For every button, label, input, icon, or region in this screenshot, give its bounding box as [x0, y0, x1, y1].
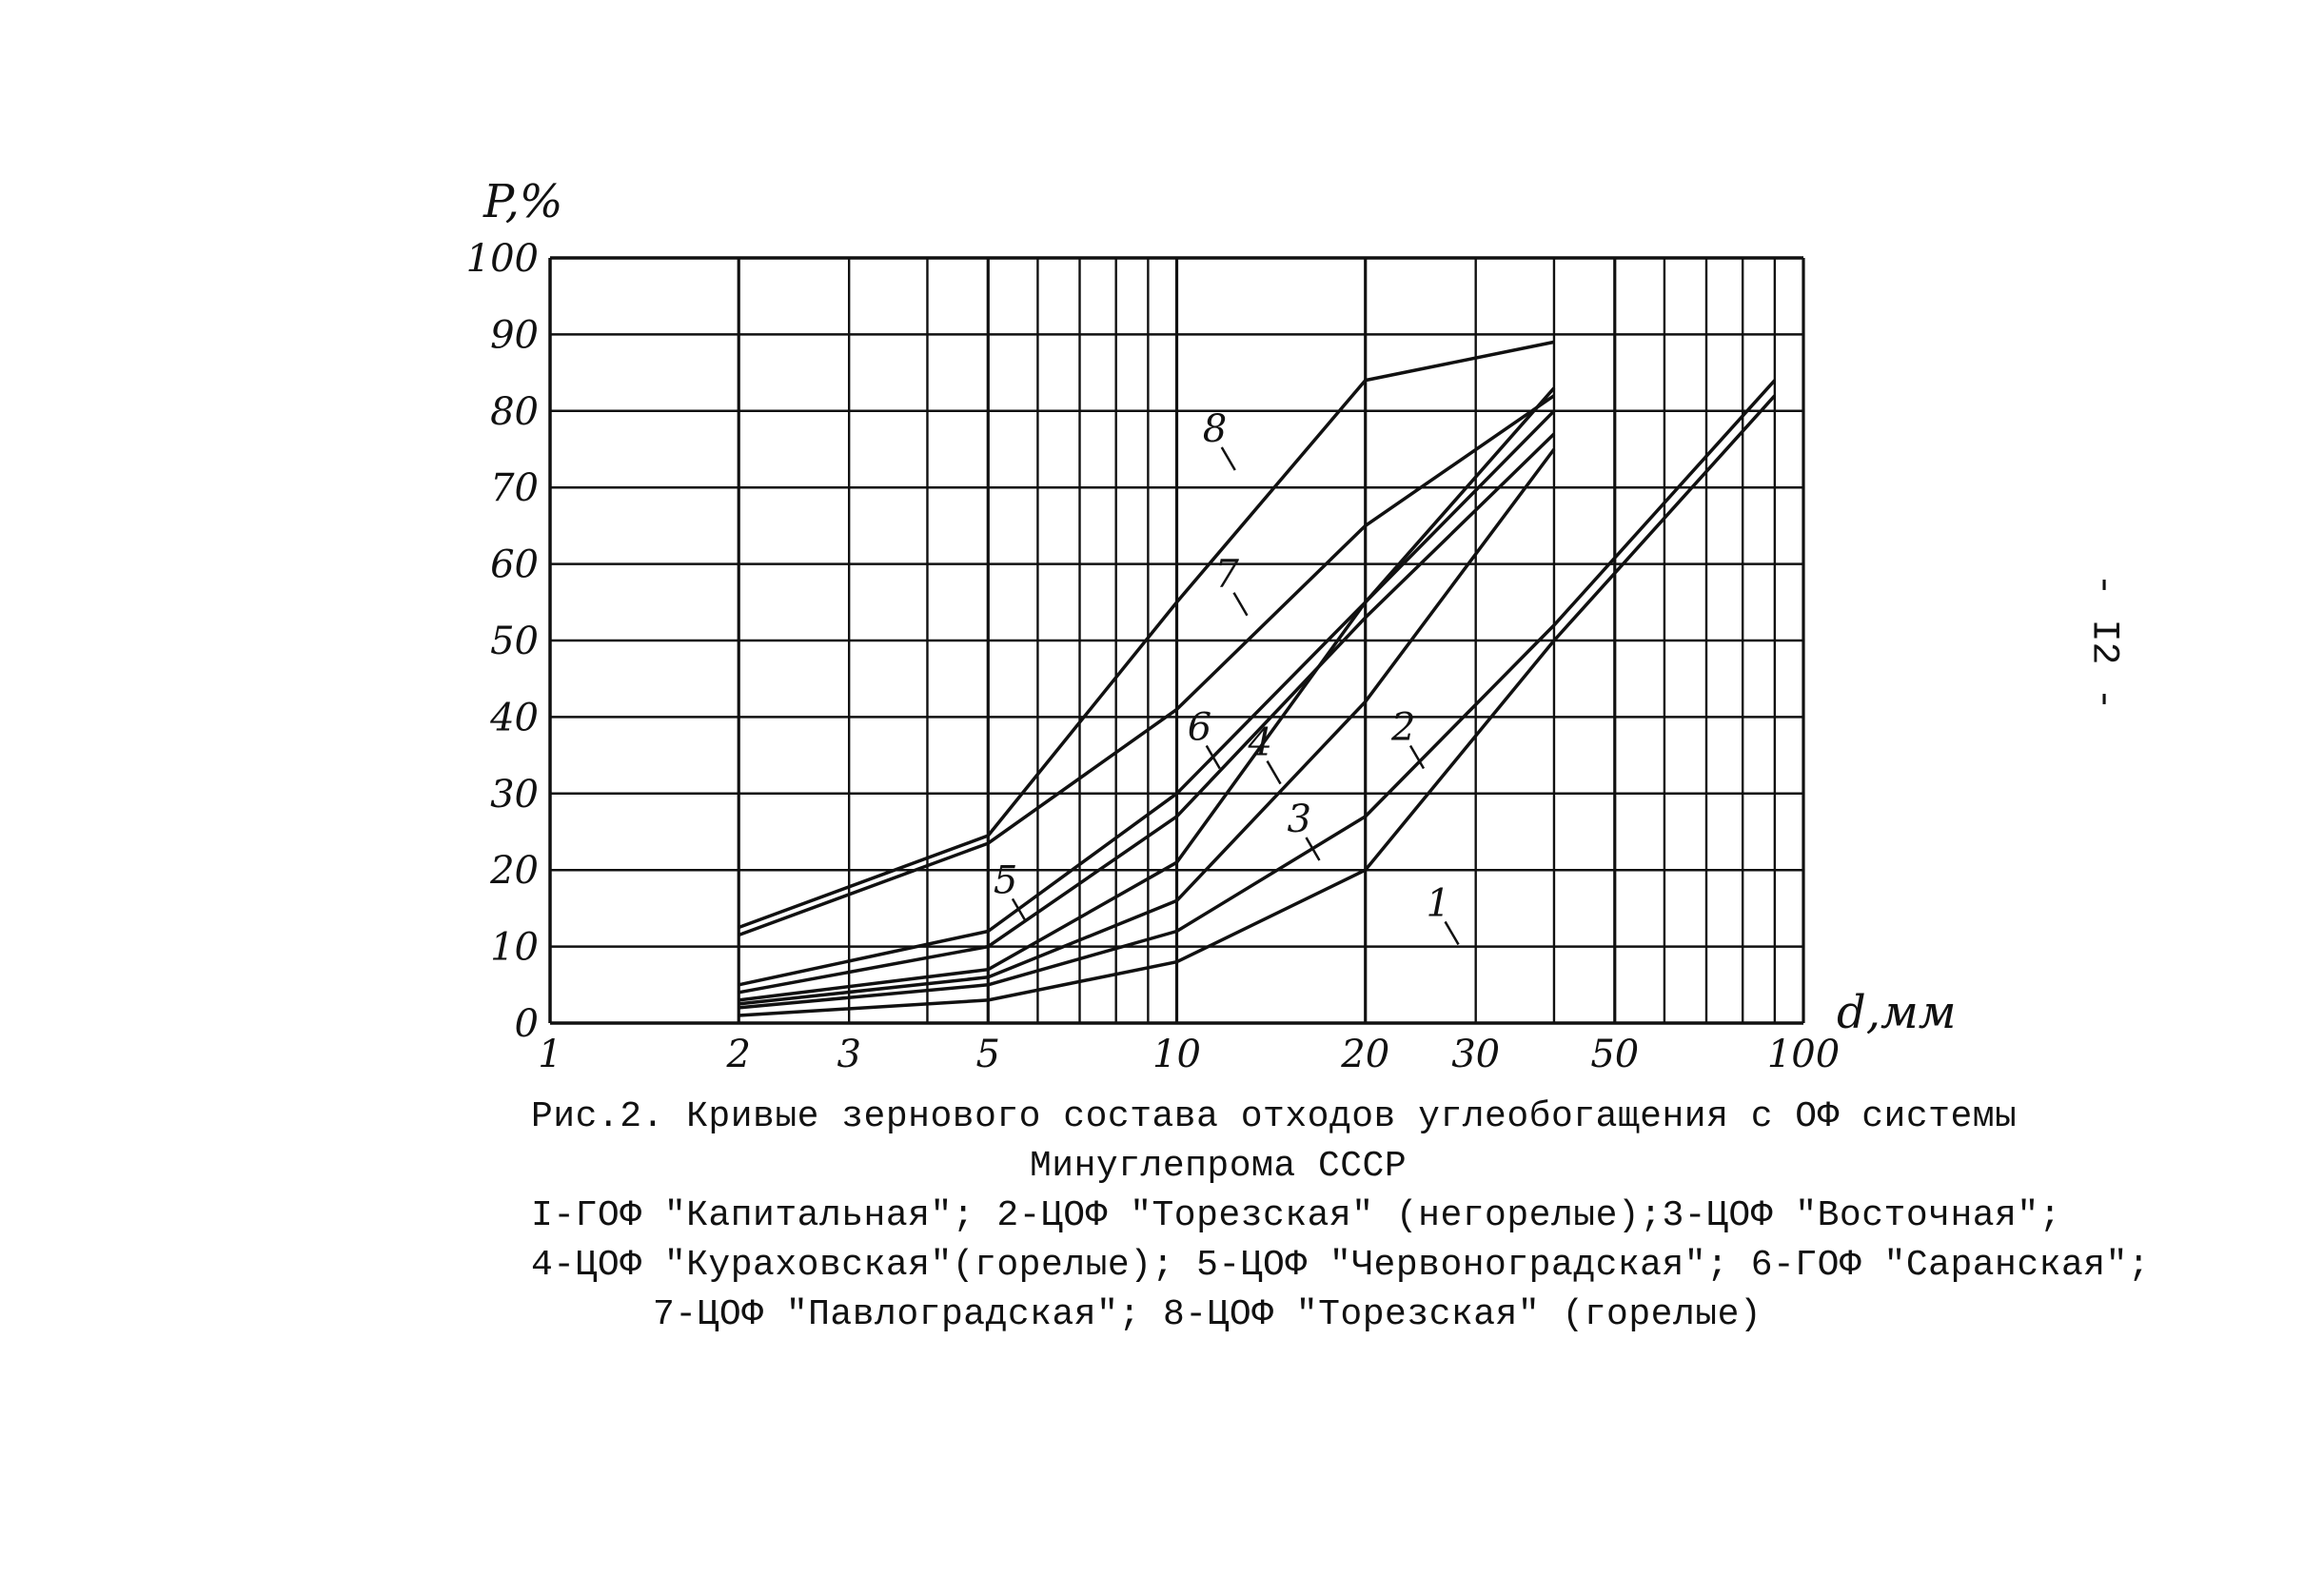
curve-label-7: 7: [1214, 553, 1239, 597]
series-line-6: [738, 386, 1556, 987]
series-line-5: [738, 432, 1556, 995]
curve-leader-6: [1205, 744, 1221, 770]
curve-leader-8: [1220, 446, 1236, 471]
x-tick-label: 1: [538, 1033, 561, 1076]
y-tick-label: 60: [490, 543, 539, 587]
y-tick-label: 0: [515, 1002, 539, 1046]
curve-label-3: 3: [1287, 798, 1310, 841]
curve-label-8: 8: [1203, 407, 1227, 451]
y-tick-label: 30: [490, 773, 539, 817]
x-tick-label: 10: [1152, 1033, 1201, 1076]
curve-label-4: 4: [1248, 721, 1272, 765]
chart-series: [738, 340, 1777, 1017]
series-line-1: [738, 394, 1777, 1017]
y-axis-label: P,%: [482, 175, 562, 228]
series-line-4: [738, 409, 1556, 1002]
chart-tick-labels: 0 10 20 30 40 50 60 70 80 90 100 1 2 3 5 10 20 30 50 100: [466, 237, 1841, 1076]
legend-line-3: 7-ЦОФ "Павлоградская"; 8-ЦОФ "Торезская"…: [653, 1294, 1762, 1335]
curve-leader-4: [1266, 759, 1282, 785]
curve-leader-1: [1444, 920, 1460, 946]
y-tick-label: 80: [490, 390, 539, 434]
x-tick-label: 30: [1451, 1033, 1500, 1076]
curve-leader-3: [1305, 837, 1321, 861]
curve-leader-5: [1011, 897, 1028, 922]
y-tick-label: 100: [466, 237, 539, 281]
x-tick-label: 20: [1340, 1033, 1389, 1076]
figure-title-line-1: Рис.2. Кривые зернового состава отходов …: [531, 1096, 2018, 1137]
x-tick-label: 50: [1590, 1033, 1639, 1076]
curve-label-2: 2: [1390, 706, 1415, 750]
series-line-2: [738, 379, 1777, 1010]
x-tick-label: 5: [976, 1033, 1000, 1076]
curve-label-5: 5: [994, 858, 1017, 902]
figure-title-line-2: Минуглепрома СССР: [1030, 1146, 1408, 1187]
legend-line-1: I-ГОФ "Капитальная"; 2-ЦОФ "Торезская" (…: [531, 1195, 2061, 1236]
series-line-8: [738, 340, 1555, 930]
y-tick-label: 50: [490, 620, 539, 663]
x-tick-label: 2: [726, 1033, 751, 1076]
page-number: - I2 -: [2081, 573, 2125, 711]
series-line-7: [738, 394, 1555, 937]
chart-annotations: 1 2 34 5 6 7 8: [994, 407, 1460, 946]
curve-leader-2: [1408, 744, 1426, 770]
y-tick-label: 10: [490, 926, 539, 970]
x-tick-label: 100: [1767, 1033, 1840, 1076]
y-tick-label: 40: [489, 696, 539, 739]
series-line-3: [738, 447, 1556, 1006]
y-tick-label: 70: [490, 466, 539, 510]
curve-label-1: 1: [1427, 881, 1450, 925]
curve-leader-7: [1232, 592, 1249, 617]
x-axis-label: d,мм: [1837, 986, 1957, 1039]
chart-grid: [548, 256, 1805, 1025]
legend-line-2: 4-ЦОФ "Кураховская"(горелые); 5-ЦОФ "Чер…: [531, 1245, 2151, 1286]
x-tick-label: 3: [837, 1033, 860, 1076]
y-tick-label: 90: [490, 313, 539, 357]
y-tick-label: 20: [489, 849, 539, 893]
curve-label-6: 6: [1188, 706, 1211, 750]
